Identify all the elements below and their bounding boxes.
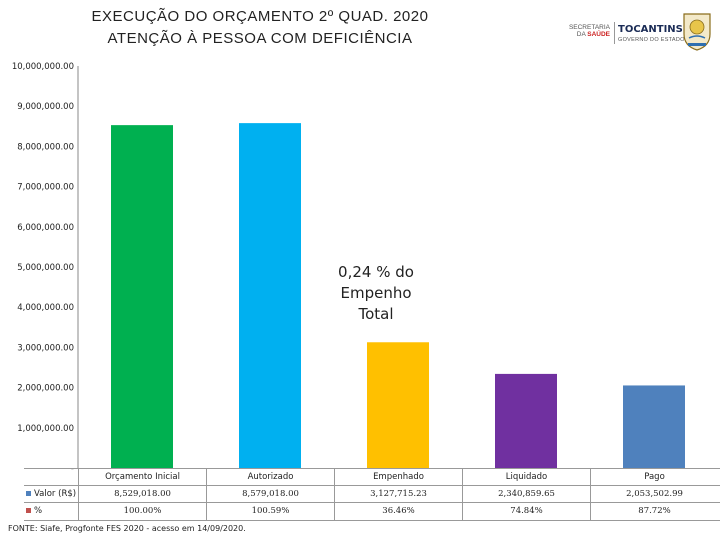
series-name-valor: Valor (R$) — [34, 489, 77, 499]
tocantins-logo-text: TOCANTINS — [618, 24, 683, 35]
bar-3 — [495, 373, 557, 468]
chart-subtitle: ATENÇÃO À PESSOA COM DEFICIÊNCIA — [107, 30, 413, 47]
bars — [111, 123, 685, 468]
legend-swatch-percent — [26, 507, 31, 513]
value-label: 2,340,859.65 — [462, 486, 590, 503]
header-logos: SECRETARIA DA SAÚDE TOCANTINS GOVERNO DO… — [560, 8, 716, 54]
category-label: Empenhado — [334, 469, 462, 486]
y-tick-label: 5,000,000.00 — [17, 263, 74, 273]
source-footnote: FONTE: Siafe, Progfonte FES 2020 - acess… — [8, 524, 246, 533]
y-tick-label: 2,000,000.00 — [17, 384, 74, 394]
chart-title-block: EXECUÇÃO DO ORÇAMENTO 2º QUAD. 2020 ATEN… — [60, 6, 460, 50]
y-tick-label: 8,000,000.00 — [17, 142, 74, 152]
secretaria-saude: SAÚDE — [587, 31, 610, 38]
annotation-line2: Empenho — [340, 284, 412, 302]
y-tick-label: 4,000,000.00 — [17, 303, 74, 313]
y-tick-label: 7,000,000.00 — [17, 183, 74, 193]
governo-logo-text: GOVERNO DO ESTADO — [618, 37, 685, 43]
category-label: Liquidado — [462, 469, 590, 486]
y-tick-label: - — [71, 464, 74, 470]
logo-divider — [614, 22, 615, 44]
y-tick-label: 6,000,000.00 — [17, 223, 74, 233]
chart-annotation: 0,24 % do Empenho Total — [322, 262, 430, 325]
legend-swatch-valor — [26, 490, 31, 496]
table-row-percent: % 100.00% 100.59% 36.46% 74.84% 87.72% — [24, 502, 720, 521]
value-label: 8,579,018.00 — [206, 486, 334, 503]
value-label: 3,127,715.23 — [334, 486, 462, 503]
y-axis: - 1,000,000.00 2,000,000.00 3,000,000.00 4,0… — [12, 62, 79, 470]
bar-chart: - 1,000,000.00 2,000,000.00 3,000,000.00 4,0… — [12, 62, 685, 470]
y-tick-label: 3,000,000.00 — [17, 343, 74, 353]
secretaria-logo: SECRETARIA DA SAÚDE — [566, 24, 610, 38]
y-tick-label: 10,000,000.00 — [12, 62, 74, 72]
legend-entry-valor: Valor (R$) — [24, 486, 78, 503]
percent-label: 100.00% — [78, 503, 206, 520]
category-label: Orçamento Inicial — [78, 469, 206, 486]
bar-2 — [367, 342, 429, 468]
category-label: Pago — [590, 469, 718, 486]
percent-label: 87.72% — [590, 503, 718, 520]
category-label: Autorizado — [206, 469, 334, 486]
chart-title: EXECUÇÃO DO ORÇAMENTO 2º QUAD. 2020 — [91, 8, 429, 25]
secretaria-line1: SECRETARIA — [568, 24, 610, 31]
bar-4 — [623, 385, 685, 468]
annotation-line1: 0,24 % do — [338, 263, 414, 281]
table-row-categories: Orçamento Inicial Autorizado Empenhado Liqu… — [24, 468, 720, 486]
table-row-valor: Valor (R$) 8,529,018.00 8,579,018.00 3,127… — [24, 485, 720, 503]
value-label: 2,053,502.99 — [590, 486, 718, 503]
percent-label: 100.59% — [206, 503, 334, 520]
state-seal-icon — [683, 13, 711, 51]
bar-1 — [239, 123, 301, 468]
y-tick-label: 1,000,000.00 — [17, 424, 74, 434]
series-name-percent: % — [34, 506, 43, 516]
legend-entry-percent: % — [24, 503, 78, 520]
percent-label: 36.46% — [334, 503, 462, 520]
secretaria-line2: DA — [576, 31, 586, 38]
y-tick-label: 9,000,000.00 — [17, 102, 74, 112]
annotation-line3: Total — [358, 305, 394, 323]
value-label: 8,529,018.00 — [78, 486, 206, 503]
percent-label: 74.84% — [462, 503, 590, 520]
bar-0 — [111, 125, 173, 468]
